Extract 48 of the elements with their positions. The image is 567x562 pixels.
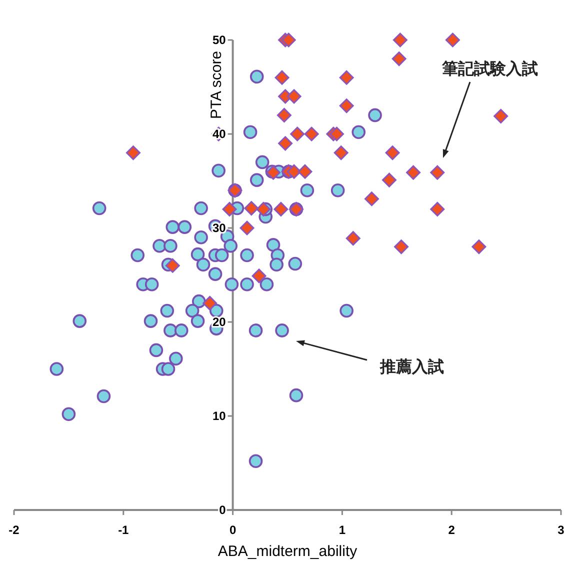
point: [278, 136, 293, 151]
point: [329, 126, 344, 142]
point: [276, 108, 292, 122]
point: [290, 126, 305, 142]
point: [339, 70, 354, 85]
point: [382, 172, 396, 188]
point: [430, 165, 445, 180]
annotation: 筆記試験入試: [441, 60, 538, 78]
x-tick-label: -2: [8, 523, 20, 537]
point: [334, 146, 348, 160]
point: [445, 32, 460, 48]
point: [281, 32, 296, 48]
annotation: 推薦入試: [379, 358, 444, 376]
x-axis-title: ABA_midterm_ability: [218, 543, 358, 560]
point: [256, 202, 271, 216]
point: [339, 98, 354, 114]
x-tick-label: 0: [229, 523, 236, 537]
x-tick-label: -1: [118, 523, 130, 537]
point: [494, 108, 508, 124]
point: [286, 89, 302, 104]
x-tick-label: 2: [448, 523, 456, 537]
point: [406, 165, 421, 180]
x-tick-label: 3: [558, 523, 565, 537]
point: [392, 52, 406, 66]
point: [222, 202, 237, 216]
point: [364, 192, 379, 206]
point: [304, 126, 319, 142]
y-tick-label: 0: [219, 503, 226, 517]
point: [126, 146, 140, 160]
point: [430, 202, 445, 216]
point: [202, 296, 218, 310]
point: [394, 240, 409, 254]
y-tick-label: 50: [212, 33, 226, 47]
point: [244, 201, 259, 216]
point: [472, 240, 486, 254]
point: [346, 231, 360, 246]
y-tick-label: 10: [212, 409, 226, 423]
point: [240, 220, 254, 236]
point: [286, 164, 302, 179]
point: [298, 164, 312, 179]
point: [252, 268, 266, 284]
point: [385, 146, 400, 160]
point: [274, 70, 290, 85]
x-tick-label: 1: [338, 523, 346, 537]
y-axis-title: PTA score: [208, 50, 225, 120]
point: [165, 258, 180, 273]
point: [274, 202, 288, 216]
point: [392, 32, 408, 48]
